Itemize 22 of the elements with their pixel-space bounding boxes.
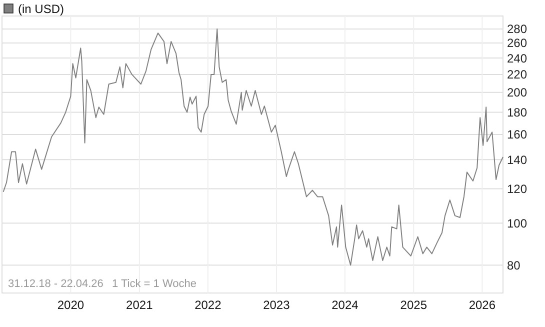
y-tick-label: 120 <box>507 182 528 196</box>
y-tick-label: 280 <box>507 22 528 36</box>
y-tick-label: 260 <box>507 36 528 50</box>
y-tick-label: 180 <box>507 105 528 120</box>
y-tick-label: 200 <box>507 86 528 100</box>
y-tick-label: 140 <box>507 152 528 167</box>
x-tick-label: 2026 <box>468 298 496 312</box>
x-tick-label: 2025 <box>400 298 428 312</box>
y-tick-label: 80 <box>507 258 521 272</box>
x-tick-label: 2023 <box>263 298 290 312</box>
annotation: 31.12.18 - 22.04.26 <box>8 278 104 290</box>
x-tick-label: 2022 <box>194 298 222 312</box>
x-tick-label: 2021 <box>126 298 154 312</box>
x-tick-label: 2024 <box>332 298 359 312</box>
legend-label: (in USD) <box>18 2 64 16</box>
y-tick-label: 220 <box>507 68 528 82</box>
y-tick-label: 100 <box>507 216 528 230</box>
x-tick-label: 2020 <box>57 298 84 312</box>
line-series <box>2 28 504 266</box>
annotation: 1 Tick = 1 Woche <box>112 278 196 290</box>
y-tick-label: 160 <box>507 128 528 142</box>
y-tick-label: 240 <box>507 51 528 66</box>
